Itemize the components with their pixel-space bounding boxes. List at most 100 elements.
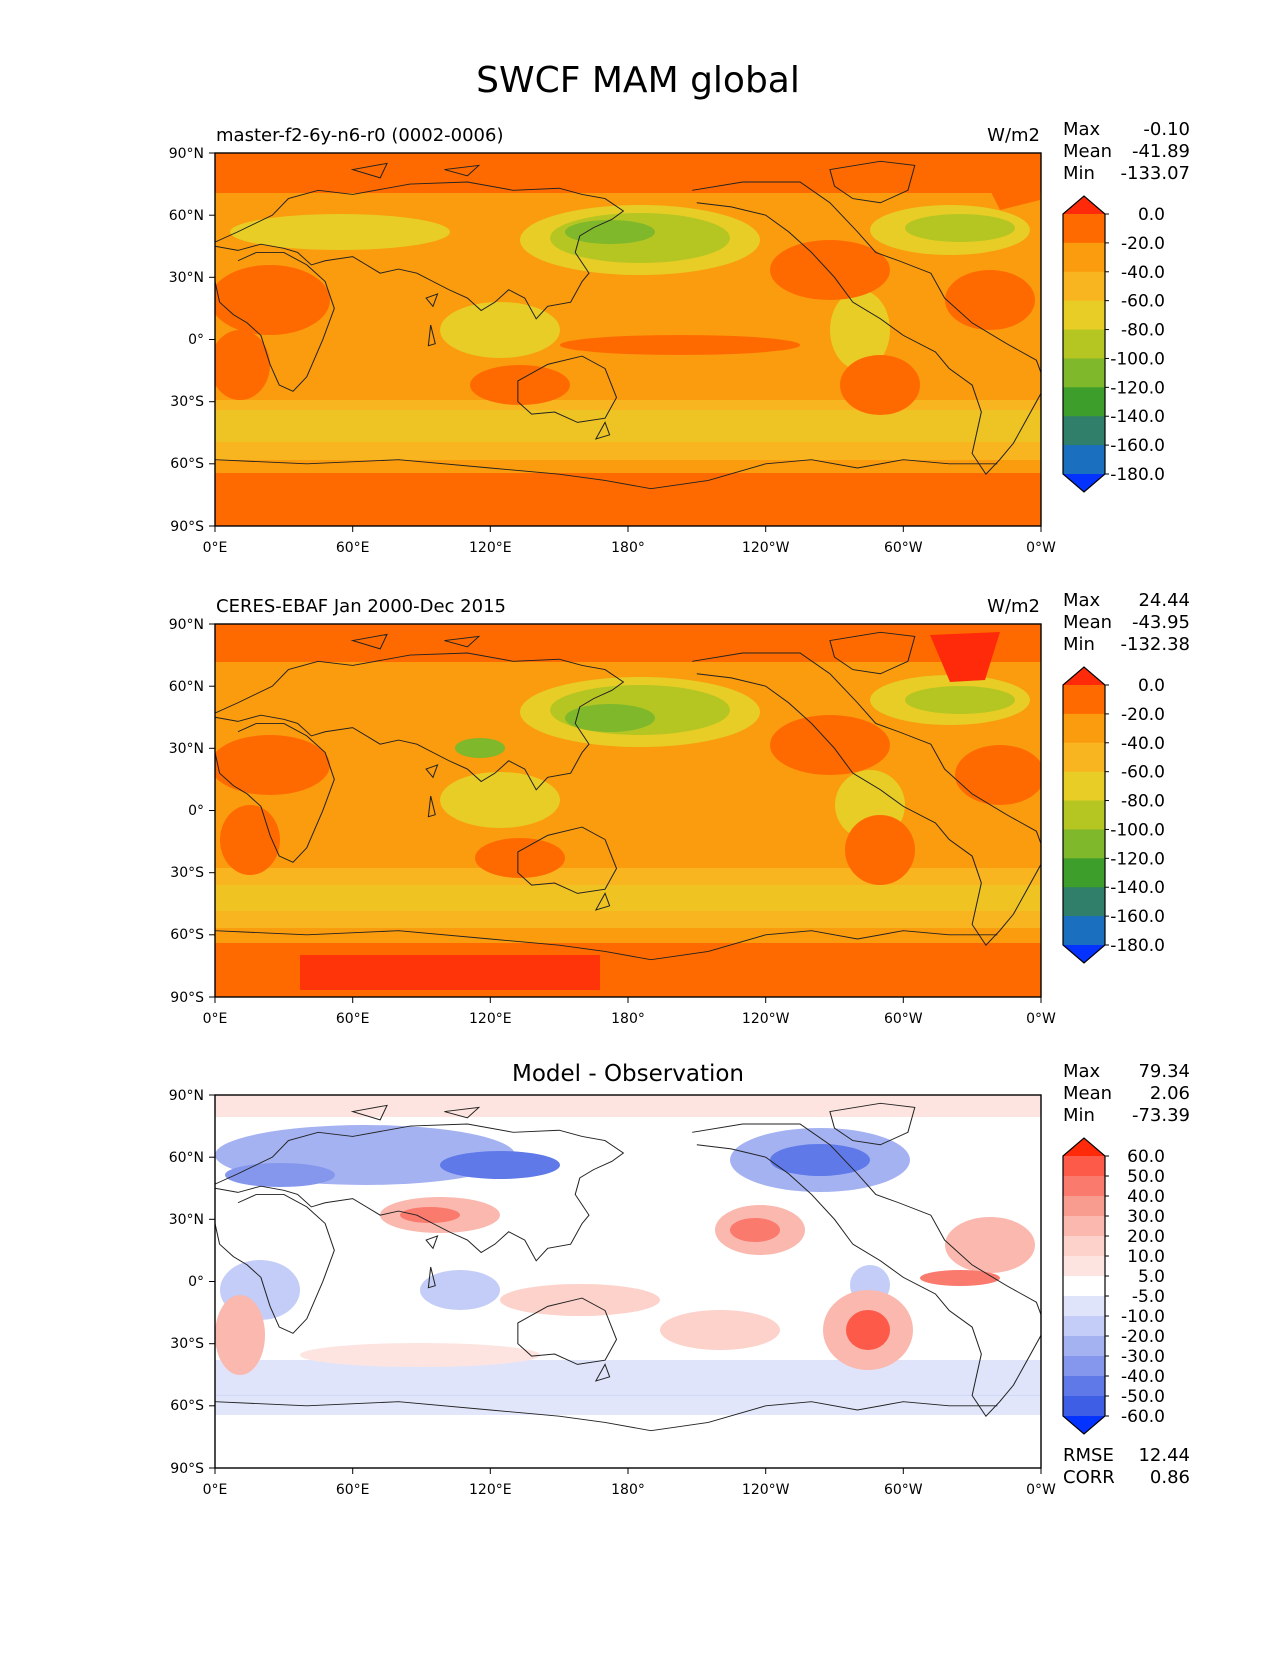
colorbar-tick-label: -120.0 bbox=[1110, 378, 1165, 398]
colorbar: 0.0 -20.0 -40.0 -60.0 -80.0 -100.0 -120.0 -140.… bbox=[1062, 666, 1165, 964]
colorbar-tick-label: 0.0 bbox=[1138, 676, 1165, 696]
colorbar-bin bbox=[1063, 1156, 1105, 1177]
colorbar-bin bbox=[1063, 416, 1105, 446]
panel-units: W/m2 bbox=[987, 596, 1040, 617]
lon-tick-label: 120°E bbox=[469, 540, 512, 556]
lon-tick-label: 0°W bbox=[1026, 1482, 1056, 1498]
lon-tick-label: 180° bbox=[611, 1011, 645, 1027]
colorbar-tick-label: -120.0 bbox=[1110, 849, 1165, 869]
map-field-model bbox=[215, 153, 1041, 526]
colorbar-bin bbox=[1063, 800, 1105, 830]
colorbar-tick-label: 60.0 bbox=[1127, 1147, 1165, 1167]
colorbar-bin bbox=[1063, 271, 1105, 302]
colorbar-tick-label: -40.0 bbox=[1121, 1367, 1165, 1387]
colorbar-tick-label: -20.0 bbox=[1121, 705, 1165, 725]
lat-axis: 90°N 60°N 30°N 0° 30°S 60°S 90°S bbox=[169, 617, 215, 1006]
colorbar-tick-label: -20.0 bbox=[1121, 1327, 1165, 1347]
colorbar-bin bbox=[1063, 1356, 1105, 1377]
colorbar-tick-label: -40.0 bbox=[1121, 263, 1165, 283]
colorbar-bin bbox=[1063, 300, 1105, 331]
lat-tick-label: 60°N bbox=[169, 679, 204, 695]
panel-model: master-f2-6y-n6-r0 (0002-0006) W/m2 bbox=[169, 119, 1190, 556]
lat-axis: 90°N 60°N 30°N 0° 30°S 60°S 90°S bbox=[169, 1088, 215, 1477]
stat-max-value: 24.44 bbox=[1138, 590, 1190, 611]
stat-mean-label: Mean bbox=[1063, 1083, 1112, 1104]
colorbar-bin bbox=[1063, 829, 1105, 859]
lat-tick-label: 30°N bbox=[169, 270, 204, 286]
colorbar-bin bbox=[1063, 713, 1105, 744]
stats-box: Max 79.34 Mean 2.06 Min -73.39 bbox=[1063, 1061, 1190, 1126]
stat-min-value: -132.38 bbox=[1121, 634, 1190, 655]
colorbar-extend-max bbox=[1063, 196, 1105, 214]
lat-tick-label: 60°S bbox=[170, 456, 204, 472]
colorbar-tick-label: -60.0 bbox=[1121, 763, 1165, 783]
colorbar-bin bbox=[1063, 1196, 1105, 1217]
lon-tick-label: 0°W bbox=[1026, 540, 1056, 556]
colorbar-extend-max bbox=[1063, 1138, 1105, 1156]
colorbar-bin bbox=[1063, 214, 1105, 244]
lat-tick-label: 60°S bbox=[170, 927, 204, 943]
colorbar-extend-max bbox=[1063, 667, 1105, 685]
colorbar-bin bbox=[1063, 1316, 1105, 1337]
stat-max-value: 79.34 bbox=[1138, 1061, 1190, 1082]
colorbar-tick-label: 20.0 bbox=[1127, 1227, 1165, 1247]
figure-title: SWCF MAM global bbox=[476, 60, 800, 101]
colorbar-extend-min bbox=[1063, 474, 1105, 492]
lat-tick-label: 0° bbox=[188, 803, 204, 819]
map-field-observation bbox=[215, 624, 1041, 997]
colorbar-tick-label: -5.0 bbox=[1132, 1287, 1165, 1307]
stat-mean-label: Mean bbox=[1063, 141, 1112, 162]
colorbar-bin bbox=[1063, 916, 1105, 946]
panel-difference: Model - Observation bbox=[169, 1061, 1190, 1498]
lon-tick-label: 120°W bbox=[742, 1011, 790, 1027]
colorbar-bin bbox=[1063, 1236, 1105, 1257]
stat-mean-value: 2.06 bbox=[1150, 1083, 1190, 1104]
colorbar-tick-label: -20.0 bbox=[1121, 234, 1165, 254]
lat-tick-label: 0° bbox=[188, 332, 204, 348]
colorbar-bin bbox=[1063, 1376, 1105, 1397]
lat-tick-label: 30°S bbox=[170, 865, 204, 881]
lon-axis: 0°E 60°E 120°E 180° 120°W 60°W 0°W bbox=[203, 1468, 1056, 1498]
stat-min-value: -73.39 bbox=[1132, 1105, 1190, 1126]
colorbar-bin bbox=[1063, 329, 1105, 359]
colorbar: 60.050.040.030.020.010.05.0-5.0-10.0-20.… bbox=[1062, 1137, 1165, 1435]
colorbar-bin bbox=[1063, 742, 1105, 773]
colorbar-tick-label: -140.0 bbox=[1110, 878, 1165, 898]
colorbar-tick-label: -10.0 bbox=[1121, 1307, 1165, 1327]
colorbar-bin bbox=[1063, 1396, 1105, 1417]
lon-axis: 0°E 60°E 120°E 180° 120°W 60°W 0°W bbox=[203, 526, 1056, 556]
colorbar-tick-label: -60.0 bbox=[1121, 1407, 1165, 1427]
coastlines bbox=[215, 1102, 1041, 1432]
lat-tick-label: 30°S bbox=[170, 1336, 204, 1352]
lat-tick-label: 30°N bbox=[169, 1212, 204, 1228]
lon-tick-label: 180° bbox=[611, 540, 645, 556]
colorbar-tick-label: -180.0 bbox=[1110, 465, 1165, 485]
lon-axis: 0°E 60°E 120°E 180° 120°W 60°W 0°W bbox=[203, 997, 1056, 1027]
lat-tick-label: 90°S bbox=[170, 990, 204, 1006]
map-field-difference bbox=[215, 1095, 1041, 1468]
lat-tick-label: 0° bbox=[188, 1274, 204, 1290]
colorbar-tick-label: 50.0 bbox=[1127, 1167, 1165, 1187]
lon-tick-label: 120°E bbox=[469, 1011, 512, 1027]
colorbar-extend-min bbox=[1063, 1416, 1105, 1434]
lat-tick-label: 30°N bbox=[169, 741, 204, 757]
colorbar-tick-label: -60.0 bbox=[1121, 292, 1165, 312]
panel-left-title: CERES-EBAF Jan 2000-Dec 2015 bbox=[216, 596, 506, 617]
panel-units: W/m2 bbox=[987, 125, 1040, 146]
stat-max-value: -0.10 bbox=[1143, 119, 1190, 140]
colorbar-bin bbox=[1063, 887, 1105, 917]
coastlines bbox=[215, 160, 1041, 490]
lat-tick-label: 60°N bbox=[169, 208, 204, 224]
lon-tick-label: 0°E bbox=[203, 1011, 228, 1027]
lat-tick-label: 90°S bbox=[170, 1461, 204, 1477]
lat-tick-label: 30°S bbox=[170, 394, 204, 410]
colorbar-tick-label: -140.0 bbox=[1110, 407, 1165, 427]
colorbar-tick-label: 40.0 bbox=[1127, 1187, 1165, 1207]
corr-label: CORR bbox=[1063, 1467, 1115, 1488]
lon-tick-label: 120°W bbox=[742, 540, 790, 556]
colorbar-tick-label: -100.0 bbox=[1110, 820, 1165, 840]
colorbar-bin bbox=[1063, 1296, 1105, 1317]
lon-tick-label: 120°W bbox=[742, 1482, 790, 1498]
colorbar-tick-label: -100.0 bbox=[1110, 349, 1165, 369]
